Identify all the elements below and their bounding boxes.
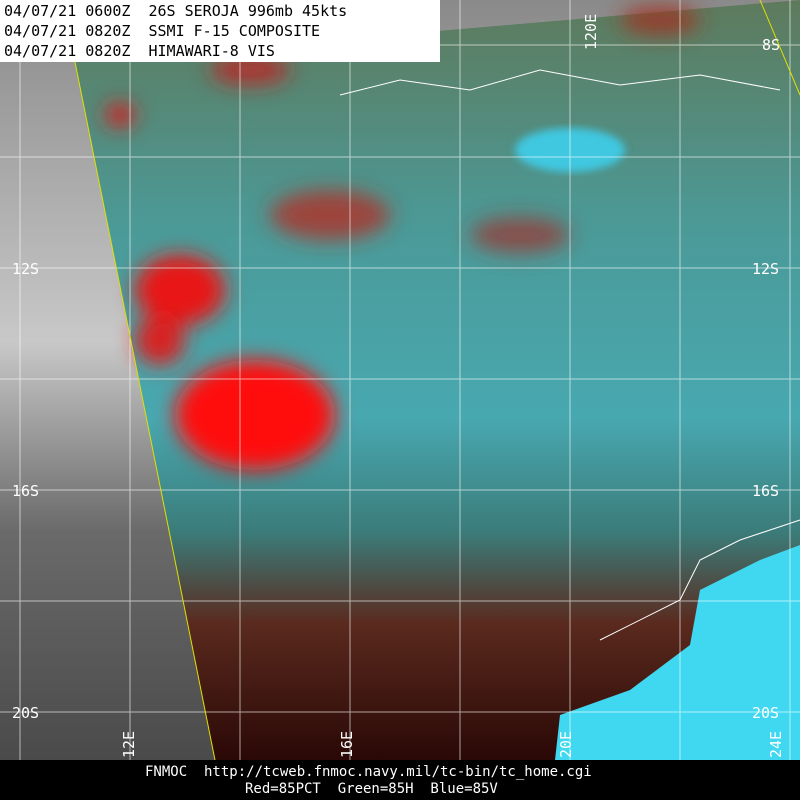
header-line: 04/07/21 0600Z 26S SEROJA 996mb 45kts (4, 2, 347, 20)
lat-label: 12S (752, 260, 779, 278)
lat-label: 20S (12, 704, 39, 722)
header-line: 04/07/21 0820Z HIMAWARI-8 VIS (4, 42, 275, 60)
lat-label: 8S (762, 36, 780, 54)
lat-label: 12S (12, 260, 39, 278)
lat-label: 16S (12, 482, 39, 500)
lon-label: 24E (767, 731, 785, 758)
lon-label: 16E (338, 731, 356, 758)
lon-label: 20E (557, 731, 575, 758)
lon-label: 12E (120, 731, 138, 758)
footer-legend: Red=85PCT Green=85H Blue=85V (245, 781, 498, 797)
convection (105, 5, 700, 470)
footer-source: FNMOC http://tcweb.fnmoc.navy.mil/tc-bin… (145, 764, 592, 780)
header-line: 04/07/21 0820Z SSMI F-15 COMPOSITE (4, 22, 320, 40)
lat-label: 20S (752, 704, 779, 722)
land (555, 545, 800, 760)
swath-edge (74, 61, 216, 761)
swath-edge (759, 0, 800, 96)
coastline (339, 69, 800, 641)
grid (0, 0, 800, 760)
header-box (0, 0, 440, 62)
lat-label: 16S (752, 482, 779, 500)
lon-label: 120E (582, 14, 600, 50)
microwave-swath (75, 0, 800, 760)
